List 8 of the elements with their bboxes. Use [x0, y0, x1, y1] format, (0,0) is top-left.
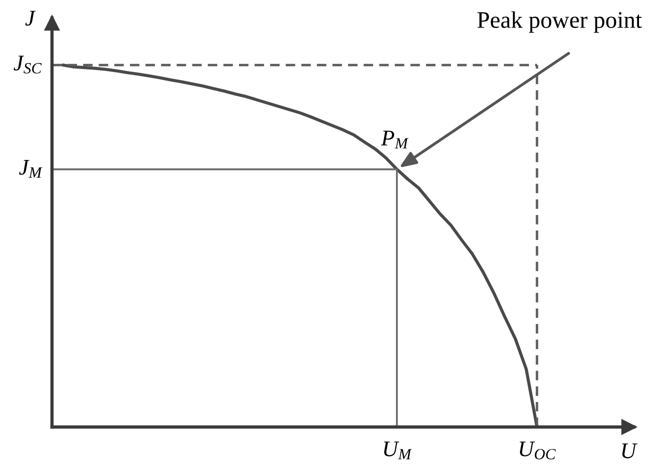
annotation: Peak power point — [477, 11, 642, 33]
x-tick-label: U$_{M}$ — [384, 442, 412, 460]
ref-line-label: J$_{M}$ — [19, 160, 42, 178]
x-axis-title: U — [622, 444, 638, 458]
x-tick-label: U$_{OC}$ — [520, 442, 556, 460]
y-axis-title: J — [25, 10, 36, 26]
annotation: P$_{M}$ — [381, 130, 409, 148]
ref-line-label: J$_{SC}$ — [14, 56, 42, 74]
